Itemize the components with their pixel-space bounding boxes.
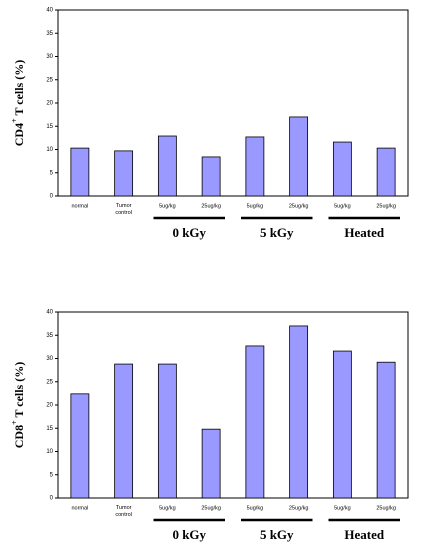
group-label: Heated <box>344 225 384 240</box>
bar <box>70 393 90 499</box>
y-tick-label: 0 <box>50 194 54 200</box>
y-tick-label: 25 <box>46 379 53 385</box>
y-axis-title-sup: + <box>10 118 19 123</box>
y-tick-label: 35 <box>46 31 53 37</box>
x-tick-label: 5ug/kg <box>334 203 351 209</box>
y-tick-label: 40 <box>46 8 53 14</box>
x-tick-label: 25ug/kg <box>376 505 396 511</box>
y-tick-label: 25 <box>46 77 53 83</box>
y-tick-label: 40 <box>46 310 53 316</box>
plot-frame <box>57 9 409 197</box>
bar <box>289 325 309 499</box>
group-label: 0 kGy <box>172 225 206 240</box>
group-label: 5 kGy <box>260 527 294 542</box>
x-tick-label: Tumor control <box>115 505 132 518</box>
x-tick-label: 5ug/kg <box>334 505 351 511</box>
plot-frame <box>57 311 409 499</box>
x-tick-label: normal <box>71 505 88 511</box>
y-tick-label: 15 <box>46 124 53 130</box>
x-tick-label: 25ug/kg <box>289 203 309 209</box>
x-tick-label: 25ug/kg <box>376 203 396 209</box>
x-tick-label: 5ug/kg <box>247 203 264 209</box>
y-axis-title-rest: T cells (%) <box>12 362 26 421</box>
group-label: Heated <box>344 527 384 542</box>
group-label: 0 kGy <box>172 527 206 542</box>
x-tick-label: 5ug/kg <box>247 505 264 511</box>
y-tick-label: 20 <box>46 101 53 107</box>
x-tick-label: Tumor control <box>115 203 132 216</box>
y-tick-label: 5 <box>50 170 54 176</box>
y-tick-label: 0 <box>50 496 54 502</box>
y-axis-title-text: CD8 <box>12 425 26 448</box>
y-axis-title: CD4+ T cells (%) <box>10 60 26 146</box>
y-tick-label: 10 <box>46 147 53 153</box>
y-tick-label: 20 <box>46 403 53 409</box>
bar <box>376 361 396 499</box>
x-tick-label: 5ug/kg <box>159 505 176 511</box>
y-axis-title: CD8+ T cells (%) <box>10 362 26 448</box>
x-tick-label: 25ug/kg <box>201 505 221 511</box>
y-tick-label: 35 <box>46 333 53 339</box>
bar <box>201 156 221 197</box>
bar <box>70 147 90 197</box>
x-tick-label-line: control <box>115 210 132 216</box>
bar <box>332 350 352 499</box>
bar <box>245 136 265 197</box>
x-tick-label: 25ug/kg <box>289 505 309 511</box>
group-label: 5 kGy <box>260 225 294 240</box>
x-tick-label-line: Tumor <box>116 505 132 511</box>
y-tick-label: 15 <box>46 426 53 432</box>
y-tick-label: 30 <box>46 54 53 60</box>
y-tick-label: 5 <box>50 472 54 478</box>
x-tick-label-line: control <box>115 512 132 518</box>
y-axis-title-text: CD4 <box>12 123 26 146</box>
x-tick-label: normal <box>71 203 88 209</box>
bar <box>289 116 309 197</box>
y-tick-label: 10 <box>46 449 53 455</box>
y-axis-title-sup: + <box>10 420 19 425</box>
bar <box>201 428 221 499</box>
bar <box>157 363 177 499</box>
bar <box>376 147 396 197</box>
x-tick-label: 25ug/kg <box>201 203 221 209</box>
x-tick-label: 5ug/kg <box>159 203 176 209</box>
y-axis-title-rest: T cells (%) <box>12 60 26 119</box>
y-tick-label: 30 <box>46 356 53 362</box>
bar <box>245 345 265 499</box>
bar <box>114 150 134 197</box>
bar <box>114 363 134 499</box>
x-tick-label-line: Tumor <box>116 203 132 209</box>
bar <box>157 135 177 197</box>
bar <box>332 141 352 197</box>
